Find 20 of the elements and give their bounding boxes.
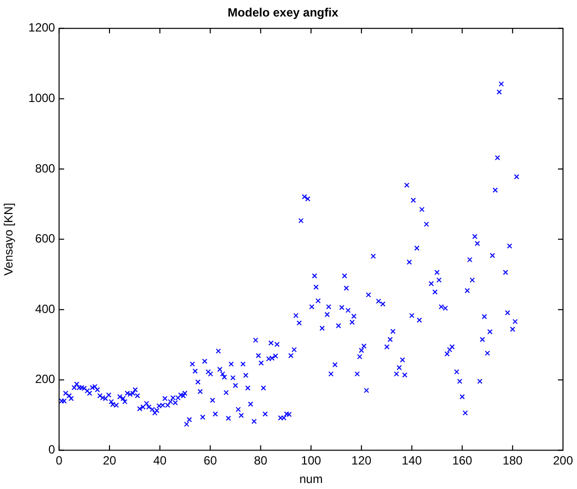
- x-tick-label: 40: [153, 454, 167, 468]
- y-tick-label: 200: [35, 372, 56, 386]
- y-tick-label: 0: [48, 442, 56, 457]
- x-tick-label: 60: [204, 454, 218, 468]
- x-tick-label: 20: [102, 454, 116, 468]
- x-tick-label: 160: [452, 454, 473, 468]
- x-tick-label: 100: [301, 454, 322, 468]
- y-tick-label: 1000: [28, 91, 56, 106]
- y-tick-label: 400: [35, 302, 56, 316]
- x-tick-label: 140: [402, 454, 422, 468]
- chart-title: Modelo exey angfix: [228, 6, 339, 20]
- x-tick-label: 120: [351, 454, 372, 468]
- x-axis-title: num: [299, 472, 323, 486]
- x-tick-label: 80: [254, 454, 268, 468]
- y-axis-title: Vensayo [KN]: [2, 202, 16, 276]
- y-tick-label: 600: [35, 232, 56, 246]
- x-tick-label: 200: [552, 454, 574, 468]
- x-tick-label: 180: [502, 454, 523, 468]
- y-tick-label: 800: [35, 161, 56, 176]
- y-tick-label: 1200: [28, 20, 56, 35]
